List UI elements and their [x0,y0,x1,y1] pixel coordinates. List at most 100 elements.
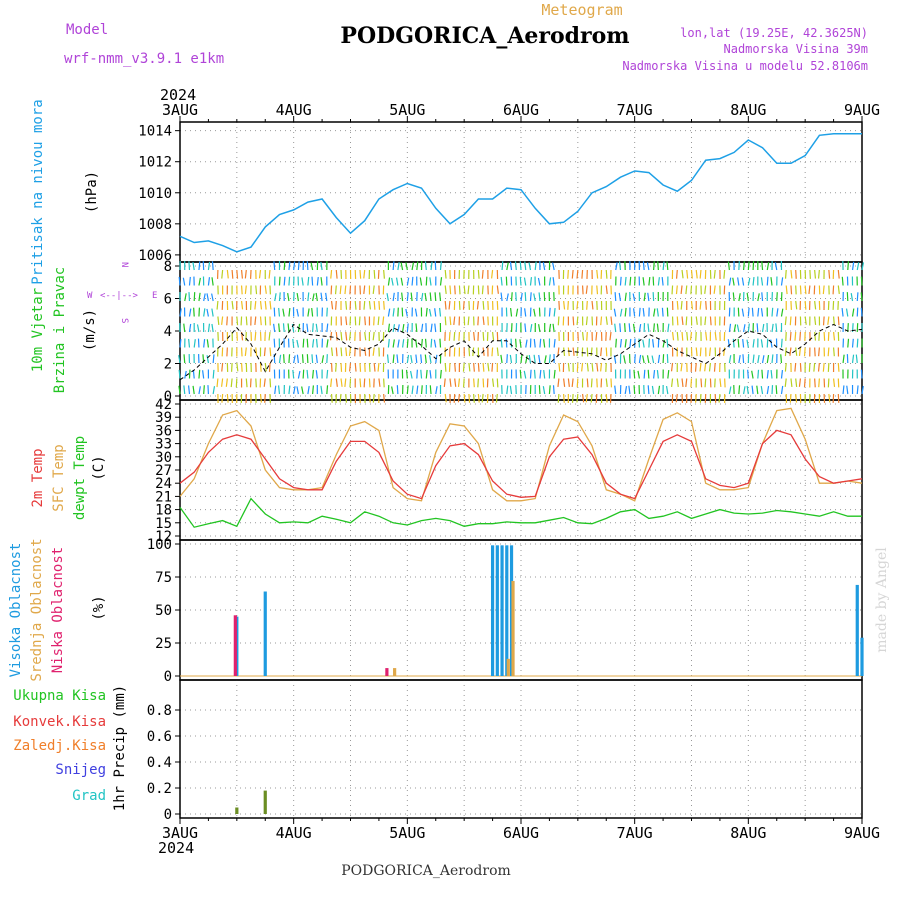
wind-arrow [766,354,770,364]
wind-arrow [529,277,533,286]
wind-arrow [557,347,560,356]
wind-arrow [178,355,181,364]
wind-arrow [496,285,499,294]
wind-arrow [822,316,825,326]
wind-arrow [462,300,465,310]
wind-arrow [832,285,835,295]
temp-label-dewpt: dewpt Temp [72,436,88,520]
wind-arrow [533,354,536,364]
wind-arrow [340,378,343,387]
wind-arrow [534,261,537,271]
wind-arrow [851,338,854,348]
wind-arrow [244,269,247,279]
wind-arrow [230,362,233,372]
wind-arrow [249,378,252,388]
wind-arrow [651,355,655,364]
wind-arrow [747,369,749,379]
wind-arrow [680,362,683,372]
wind-arrow [624,307,627,317]
wind-arrow [586,300,588,310]
wind-arrow [359,378,362,388]
wind-arrow [335,378,338,387]
wind-arrow [538,385,541,395]
wind-arrow [411,262,415,271]
wind-arrow [187,385,191,395]
wind-arrow [444,300,447,310]
wind-arrow [392,292,395,302]
y-tick-label: 18 [155,503,172,519]
model-label: Model [66,22,108,38]
wind-arrow [600,316,603,326]
wind-arrow [563,378,566,387]
wind-arrow [770,369,773,379]
wind-arrow [784,347,787,357]
wind-arrow [254,331,257,341]
wind-arrow [774,262,778,271]
wind-arrow [263,347,266,357]
wind-arrow [236,362,239,372]
wind-arrow [718,393,721,403]
wind-arrow [851,308,855,317]
wind-arrow [681,269,684,279]
wind-arrow [221,316,224,325]
wind-arrow [406,323,409,333]
wind-arrow [192,369,195,379]
wind-arrow [600,362,603,372]
wind-arrow [307,276,310,286]
wind-arrow [240,285,243,295]
wind-arrow [320,292,323,302]
wind-arrow [814,331,817,341]
low-cloud-bar [233,615,237,676]
wind-arrow [666,338,669,348]
wind-arrow [463,393,466,403]
wind-arrow [363,378,366,388]
wind-arrow [581,393,585,403]
wind-arrow [533,338,536,348]
wind-arrow [652,339,655,348]
wind-arrow [576,269,579,279]
wind-arrow [808,362,811,372]
wind-arrow [348,362,352,372]
wind-arrow [198,277,201,286]
y-tick-label: 24 [155,476,172,492]
wind-arrow [752,261,755,271]
wind-arrow [708,347,712,357]
wind-arrow [326,385,329,395]
wind-arrow [473,378,475,388]
wind-arrow [301,277,304,286]
wind-arrow [596,362,599,372]
wind-arrow [378,300,381,310]
wind-arrow [590,393,593,403]
y-tick-label: 30 [155,450,172,466]
wind-arrow [259,393,262,403]
wind-arrow [671,285,674,295]
wind-arrow [339,393,342,403]
wind-arrow [851,261,855,271]
wind-arrow [288,354,291,364]
wind-arrow [653,369,656,379]
wind-arrow [542,262,546,271]
wind-arrow [619,308,623,317]
wind-arrow [699,269,702,279]
wind-arrow [453,331,456,341]
wind-arrow [448,331,451,341]
wind-arrow [662,354,665,364]
wind-arrow [699,347,702,357]
wind-arrow [330,269,333,279]
legend-frozen: Zaledj.Kisa [13,738,106,754]
wind-arrow [670,378,674,387]
wind-arrow [320,385,323,395]
y-tick-label: 0.6 [147,729,172,745]
wind-compass: W E N S <--|--> [87,262,157,323]
wind-arrow [837,362,840,372]
wind-arrow [198,369,201,379]
wind-arrow [642,339,645,348]
wind-arrow [179,338,182,348]
wind-arrow [435,386,438,395]
wind-arrow [713,285,716,294]
wind-arrow [386,293,389,302]
wind-arrow [364,347,367,356]
wind-arrow [449,285,452,295]
wind-arrow [311,276,314,286]
y-tick-label: 8 [164,259,172,275]
